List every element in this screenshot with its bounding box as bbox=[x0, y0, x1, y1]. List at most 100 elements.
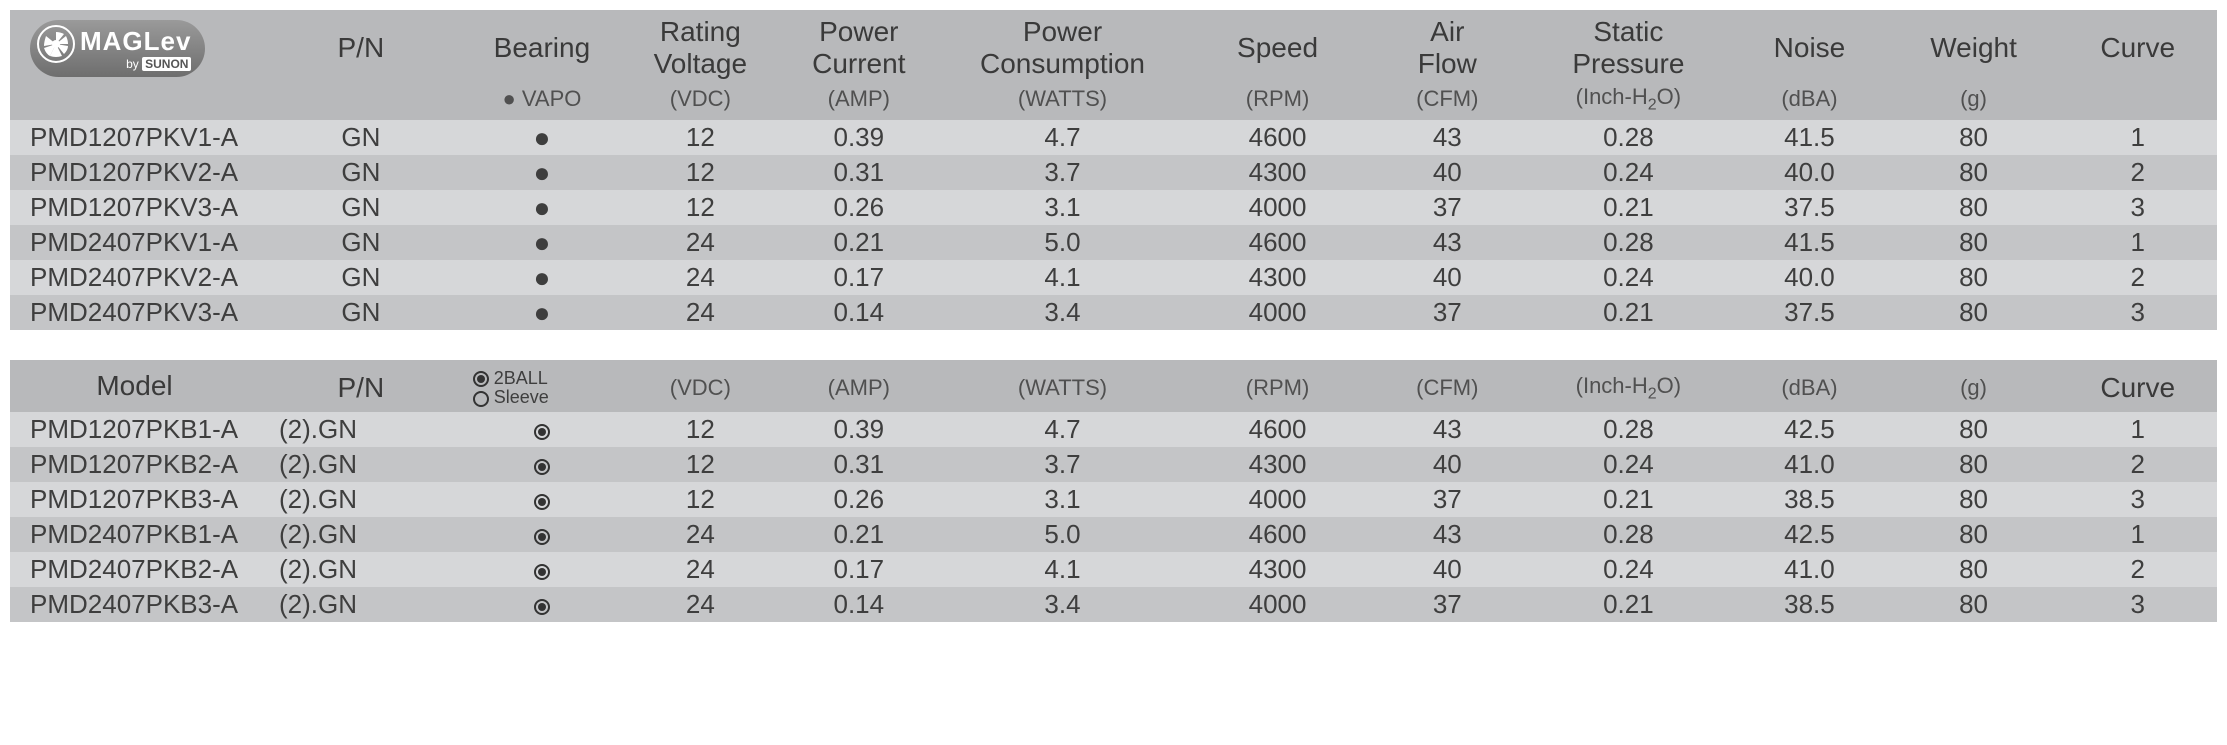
cell-model: PMD2407PKV1-A bbox=[10, 225, 259, 260]
cell-vdc: 24 bbox=[621, 552, 779, 587]
cell-bearing: ● bbox=[463, 120, 621, 155]
cell-cfm: 43 bbox=[1368, 517, 1526, 552]
spec-tables: VENTEL bbox=[10, 10, 2217, 622]
cell-weight: 80 bbox=[1889, 587, 2059, 622]
cell-vdc: 24 bbox=[621, 225, 779, 260]
col-header2-curve: Curve bbox=[2058, 360, 2217, 412]
cell-rpm: 4000 bbox=[1187, 482, 1368, 517]
h-vdc-l2: Voltage bbox=[654, 48, 747, 79]
col-header-model-sub bbox=[10, 82, 259, 120]
cell-dba: 41.5 bbox=[1730, 120, 1888, 155]
col-header-vdc-sub: (VDC) bbox=[621, 82, 779, 120]
cell-cfm: 40 bbox=[1368, 260, 1526, 295]
col-header-watts-main: PowerConsumption bbox=[938, 10, 1187, 82]
cell-amp: 0.26 bbox=[780, 190, 938, 225]
cell-pressure: 0.28 bbox=[1527, 412, 1731, 447]
h-vdc-l1: Rating bbox=[660, 16, 741, 47]
cell-rpm: 4000 bbox=[1187, 190, 1368, 225]
cell-curve: 1 bbox=[2058, 225, 2217, 260]
col-header-bearing-main: Bearing bbox=[463, 10, 621, 82]
cell-pn: (2).GN bbox=[259, 482, 463, 517]
table-row: PMD2407PKB2-A(2).GN240.174.14300400.2441… bbox=[10, 552, 2217, 587]
cell-dba: 42.5 bbox=[1730, 412, 1888, 447]
h-pressure-l2: Pressure bbox=[1572, 48, 1684, 79]
cell-curve: 1 bbox=[2058, 120, 2217, 155]
cell-dba: 40.0 bbox=[1730, 155, 1888, 190]
legend-2ball: 2BALL bbox=[494, 368, 548, 388]
cell-cfm: 40 bbox=[1368, 552, 1526, 587]
cell-curve: 2 bbox=[2058, 447, 2217, 482]
cell-model: PMD1207PKB1-A bbox=[10, 412, 259, 447]
h-pressure-l1: Static bbox=[1593, 16, 1663, 47]
cell-bearing: ● bbox=[463, 295, 621, 330]
cell-rpm: 4000 bbox=[1187, 295, 1368, 330]
cell-pressure: 0.21 bbox=[1527, 587, 1731, 622]
col-header-model-main: MAGLev by SUNON bbox=[10, 10, 259, 82]
col-header-bearing-sub: ● VAPO bbox=[463, 82, 621, 120]
table-row: PMD1207PKV2-AGN●120.313.74300400.2440.08… bbox=[10, 155, 2217, 190]
maglev-logo: MAGLev by SUNON bbox=[30, 20, 205, 77]
cell-watts: 3.7 bbox=[938, 447, 1187, 482]
sleeve-icon bbox=[473, 391, 489, 407]
cell-amp: 0.31 bbox=[780, 155, 938, 190]
cell-weight: 80 bbox=[1889, 260, 2059, 295]
cell-model: PMD1207PKV2-A bbox=[10, 155, 259, 190]
table-row: PMD2407PKV2-AGN●240.174.14300400.2440.08… bbox=[10, 260, 2217, 295]
cell-dba: 41.0 bbox=[1730, 552, 1888, 587]
cell-amp: 0.21 bbox=[780, 517, 938, 552]
table-row: PMD2407PKV1-AGN●240.215.04600430.2841.58… bbox=[10, 225, 2217, 260]
cell-dba: 42.5 bbox=[1730, 517, 1888, 552]
cell-bearing bbox=[463, 587, 621, 622]
cell-curve: 2 bbox=[2058, 260, 2217, 295]
col-header2-amp: (AMP) bbox=[780, 360, 938, 412]
cell-model: PMD2407PKV2-A bbox=[10, 260, 259, 295]
h-cfm-l1: Air bbox=[1430, 16, 1464, 47]
cell-watts: 4.1 bbox=[938, 260, 1187, 295]
cell-pn: (2).GN bbox=[259, 587, 463, 622]
bearing-ball-icon bbox=[534, 599, 550, 615]
cell-amp: 0.39 bbox=[780, 412, 938, 447]
logo-main-text: MAGLev bbox=[80, 26, 191, 56]
cell-model: PMD1207PKV3-A bbox=[10, 190, 259, 225]
cell-rpm: 4600 bbox=[1187, 412, 1368, 447]
cell-amp: 0.17 bbox=[780, 260, 938, 295]
table-row: PMD2407PKB1-A(2).GN240.215.04600430.2842… bbox=[10, 517, 2217, 552]
cell-vdc: 24 bbox=[621, 517, 779, 552]
h-amp-l2: Current bbox=[812, 48, 905, 79]
bearing-ball-icon bbox=[534, 529, 550, 545]
cell-curve: 1 bbox=[2058, 517, 2217, 552]
table-gap bbox=[10, 330, 2217, 360]
col-header-curve-main: Curve bbox=[2058, 10, 2217, 82]
cell-pressure: 0.21 bbox=[1527, 295, 1731, 330]
cell-rpm: 4300 bbox=[1187, 260, 1368, 295]
cell-amp: 0.26 bbox=[780, 482, 938, 517]
cell-cfm: 37 bbox=[1368, 482, 1526, 517]
cell-rpm: 4600 bbox=[1187, 120, 1368, 155]
col-header-pressure-sub: (Inch-H2O) bbox=[1527, 82, 1731, 120]
cell-model: PMD2407PKV3-A bbox=[10, 295, 259, 330]
cell-bearing: ● bbox=[463, 260, 621, 295]
cell-watts: 3.1 bbox=[938, 482, 1187, 517]
col-header-rpm-sub: (RPM) bbox=[1187, 82, 1368, 120]
table-row: PMD2407PKB3-A(2).GN240.143.44000370.2138… bbox=[10, 587, 2217, 622]
cell-bearing bbox=[463, 412, 621, 447]
cell-rpm: 4600 bbox=[1187, 517, 1368, 552]
cell-vdc: 12 bbox=[621, 447, 779, 482]
cell-pn: GN bbox=[259, 225, 463, 260]
cell-model: PMD2407PKB2-A bbox=[10, 552, 259, 587]
cell-watts: 5.0 bbox=[938, 225, 1187, 260]
table-row: PMD1207PKB2-A(2).GN120.313.74300400.2441… bbox=[10, 447, 2217, 482]
cell-curve: 1 bbox=[2058, 412, 2217, 447]
cell-pressure: 0.24 bbox=[1527, 155, 1731, 190]
col-header-rpm-main: Speed bbox=[1187, 10, 1368, 82]
col-header2-dba: (dBA) bbox=[1730, 360, 1888, 412]
cell-cfm: 37 bbox=[1368, 295, 1526, 330]
col-header-pn-main: P/N bbox=[259, 10, 463, 82]
col-header2-bearing: 2BALL Sleeve bbox=[463, 360, 621, 412]
bearing-ball-icon bbox=[534, 494, 550, 510]
cell-pn: (2).GN bbox=[259, 517, 463, 552]
bearing-ball-icon bbox=[534, 424, 550, 440]
cell-cfm: 40 bbox=[1368, 155, 1526, 190]
cell-curve: 2 bbox=[2058, 155, 2217, 190]
cell-weight: 80 bbox=[1889, 412, 2059, 447]
